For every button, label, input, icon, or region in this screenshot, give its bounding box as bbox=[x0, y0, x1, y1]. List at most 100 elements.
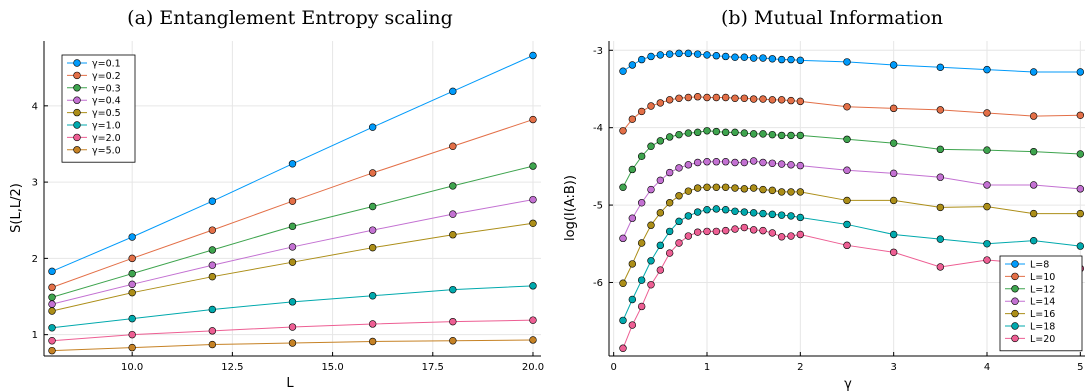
data-point bbox=[48, 267, 56, 276]
data-point bbox=[768, 210, 777, 219]
data-point bbox=[712, 227, 721, 236]
data-point bbox=[749, 130, 758, 138]
data-point bbox=[889, 61, 898, 69]
data-point bbox=[368, 292, 377, 300]
data-point bbox=[675, 192, 683, 200]
data-point bbox=[759, 54, 767, 62]
legend-label: L=14 bbox=[1030, 297, 1055, 308]
data-point bbox=[796, 131, 805, 140]
data-point bbox=[749, 226, 758, 234]
data-point bbox=[665, 168, 674, 177]
legend-box bbox=[61, 54, 136, 163]
legend-swatch-marker bbox=[1011, 297, 1019, 305]
data-point bbox=[721, 183, 730, 191]
data-point bbox=[796, 230, 805, 239]
data-point bbox=[529, 51, 537, 60]
data-point bbox=[936, 63, 945, 72]
data-point bbox=[647, 142, 655, 150]
data-point bbox=[983, 65, 991, 74]
data-point bbox=[889, 248, 898, 256]
data-point bbox=[768, 229, 777, 237]
data-point bbox=[128, 269, 136, 278]
data-point bbox=[684, 232, 693, 240]
data-point bbox=[731, 184, 739, 192]
data-point bbox=[368, 337, 377, 346]
data-point bbox=[712, 127, 721, 136]
data-point bbox=[675, 49, 683, 58]
data-point bbox=[759, 158, 767, 167]
data-point bbox=[768, 96, 777, 104]
data-point bbox=[128, 288, 136, 297]
x-tick-label: 2 bbox=[797, 362, 803, 373]
data-point bbox=[787, 55, 795, 64]
legend-swatch-marker bbox=[73, 96, 81, 104]
data-point bbox=[208, 197, 217, 205]
data-point bbox=[48, 324, 56, 332]
data-point bbox=[368, 202, 377, 211]
data-point bbox=[740, 158, 749, 167]
data-point bbox=[693, 184, 702, 192]
data-point bbox=[693, 208, 702, 216]
data-point bbox=[48, 283, 56, 292]
data-point bbox=[647, 257, 655, 265]
data-point bbox=[684, 187, 693, 195]
chart-b-ylabel: log(I(A:B)) bbox=[563, 175, 578, 241]
data-point bbox=[787, 161, 795, 169]
data-point bbox=[731, 207, 739, 215]
data-point bbox=[843, 58, 851, 66]
data-point bbox=[787, 131, 795, 140]
series-line bbox=[51, 165, 534, 298]
data-point bbox=[740, 208, 749, 216]
data-point bbox=[637, 199, 646, 207]
legend-label: γ=1.0 bbox=[92, 121, 121, 132]
data-point bbox=[665, 96, 674, 104]
data-point bbox=[128, 343, 136, 352]
data-point bbox=[684, 93, 693, 102]
data-point bbox=[368, 320, 377, 328]
data-point bbox=[712, 52, 721, 60]
data-point bbox=[721, 93, 730, 102]
series-line bbox=[622, 160, 1081, 239]
data-point bbox=[684, 49, 693, 58]
data-point bbox=[208, 226, 217, 234]
data-point bbox=[843, 196, 851, 205]
data-point bbox=[759, 226, 767, 235]
data-point bbox=[208, 261, 217, 269]
data-point bbox=[721, 158, 730, 166]
data-point bbox=[656, 241, 665, 250]
data-point bbox=[619, 316, 627, 325]
data-point bbox=[703, 127, 711, 135]
chart-a-ylabel: S(L,L/2) bbox=[9, 183, 24, 233]
x-tick-label: 4 bbox=[984, 362, 990, 373]
data-point bbox=[637, 152, 646, 161]
data-point bbox=[665, 50, 674, 58]
data-point bbox=[529, 219, 537, 227]
data-point bbox=[288, 339, 297, 347]
legend-label: L=10 bbox=[1030, 272, 1055, 283]
data-point bbox=[1029, 236, 1038, 245]
data-point bbox=[647, 102, 655, 110]
legend: L=8L=10L=12 L=14L=16 L=18L=20 bbox=[999, 255, 1083, 352]
legend-label: γ=0.1 bbox=[92, 59, 121, 70]
data-point bbox=[936, 263, 945, 271]
data-point bbox=[759, 185, 767, 194]
data-point bbox=[749, 209, 758, 217]
data-point bbox=[693, 158, 702, 167]
data-point bbox=[749, 95, 758, 103]
data-point bbox=[288, 243, 297, 251]
data-point bbox=[777, 55, 786, 64]
data-point bbox=[1076, 209, 1085, 218]
data-point bbox=[619, 127, 627, 135]
x-tick-label: 17.5 bbox=[422, 362, 444, 373]
y-tick-label: 1 bbox=[32, 330, 38, 341]
legend-label: L=8 bbox=[1030, 260, 1049, 271]
legend-label: L=12 bbox=[1030, 284, 1055, 295]
x-tick-label: 10.0 bbox=[121, 362, 143, 373]
data-point bbox=[637, 55, 646, 64]
data-point bbox=[889, 104, 898, 113]
data-point bbox=[703, 158, 711, 166]
data-point bbox=[128, 330, 136, 339]
legend-swatch-marker bbox=[1011, 309, 1019, 318]
data-point bbox=[768, 186, 777, 195]
data-point bbox=[665, 227, 674, 236]
